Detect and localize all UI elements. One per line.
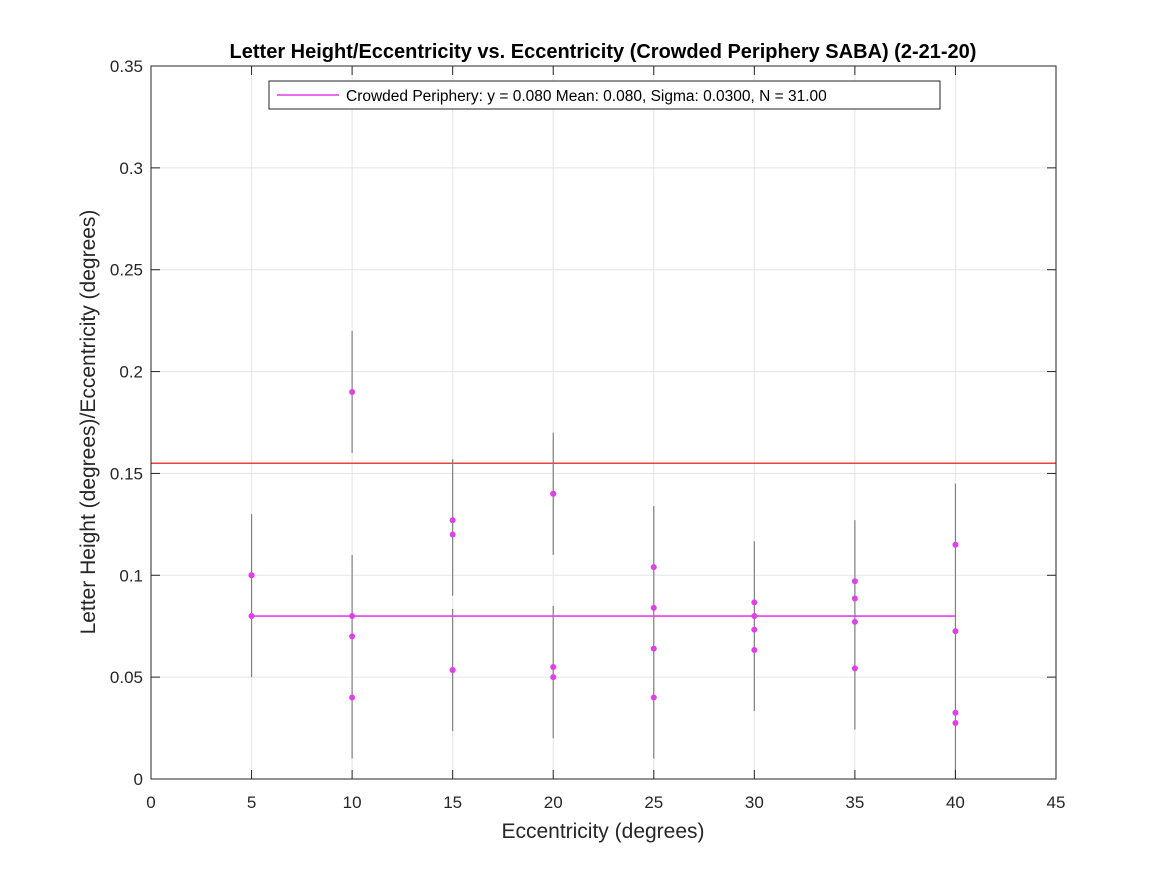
data-point bbox=[952, 541, 959, 548]
legend-entry: Crowded Periphery: y = 0.080 Mean: 0.080… bbox=[346, 88, 827, 105]
y-axis-label: Letter Height (degrees)/Eccentricity (de… bbox=[77, 210, 100, 635]
data-point bbox=[349, 694, 356, 701]
x-tick-label: 20 bbox=[544, 793, 563, 812]
x-tick-label: 35 bbox=[845, 793, 864, 812]
data-point bbox=[550, 674, 557, 681]
data-point bbox=[248, 572, 255, 579]
y-tick-label: 0.25 bbox=[110, 261, 143, 280]
error-bars bbox=[250, 330, 957, 779]
data-point bbox=[952, 709, 959, 716]
data-point bbox=[851, 595, 858, 602]
data-point bbox=[248, 613, 255, 620]
data-point bbox=[449, 531, 456, 538]
data-point bbox=[952, 628, 959, 635]
data-point bbox=[349, 613, 356, 620]
data-point bbox=[851, 665, 858, 672]
y-tick-label: 0 bbox=[134, 770, 143, 789]
y-tick-label: 0.3 bbox=[119, 159, 143, 178]
x-tick-label: 25 bbox=[644, 793, 663, 812]
data-point bbox=[851, 578, 858, 585]
x-tick-label: 40 bbox=[946, 793, 965, 812]
x-tick-label: 0 bbox=[146, 793, 155, 812]
axes-frame bbox=[150, 65, 1057, 780]
data-point bbox=[349, 388, 356, 395]
data-point bbox=[751, 599, 758, 606]
chart-title: Letter Height/Eccentricity vs. Eccentric… bbox=[230, 41, 977, 63]
data-point bbox=[650, 645, 657, 652]
data-point bbox=[650, 564, 657, 571]
y-tick-label: 0.05 bbox=[110, 668, 143, 687]
data-point bbox=[851, 618, 858, 625]
legend-box bbox=[268, 80, 941, 110]
y-tick-label: 0.35 bbox=[110, 57, 143, 76]
x-tick-label: 15 bbox=[443, 793, 462, 812]
data-point bbox=[751, 613, 758, 620]
data-point bbox=[650, 604, 657, 611]
data-point bbox=[952, 719, 959, 726]
axes-box bbox=[150, 65, 1057, 780]
data-point bbox=[751, 626, 758, 633]
data-point bbox=[550, 490, 557, 497]
x-tick-label: 10 bbox=[343, 793, 362, 812]
x-tick-label: 30 bbox=[745, 793, 764, 812]
data-point bbox=[449, 667, 456, 674]
plot-area bbox=[151, 66, 1056, 779]
y-tick-label: 0.2 bbox=[119, 363, 143, 382]
data-point bbox=[650, 694, 657, 701]
data-points bbox=[248, 388, 959, 726]
x-tick-label: 5 bbox=[247, 793, 256, 812]
x-tick-label: 45 bbox=[1047, 793, 1066, 812]
tick-labels: 0 5 10 15 20 25 30 35 40 45 0 0.05 0.1 0.15 0.2 0.25 0.3… bbox=[110, 57, 1066, 812]
data-point bbox=[449, 517, 456, 524]
y-tick-label: 0.1 bbox=[119, 566, 143, 585]
data-point bbox=[550, 663, 557, 670]
grid bbox=[151, 66, 1056, 779]
data-point bbox=[349, 633, 356, 640]
legend: Crowded Periphery: y = 0.080 Mean: 0.080… bbox=[268, 80, 941, 110]
data-point bbox=[751, 647, 758, 654]
x-axis-label: Eccentricity (degrees) bbox=[501, 820, 704, 843]
y-tick-label: 0.15 bbox=[110, 464, 143, 483]
